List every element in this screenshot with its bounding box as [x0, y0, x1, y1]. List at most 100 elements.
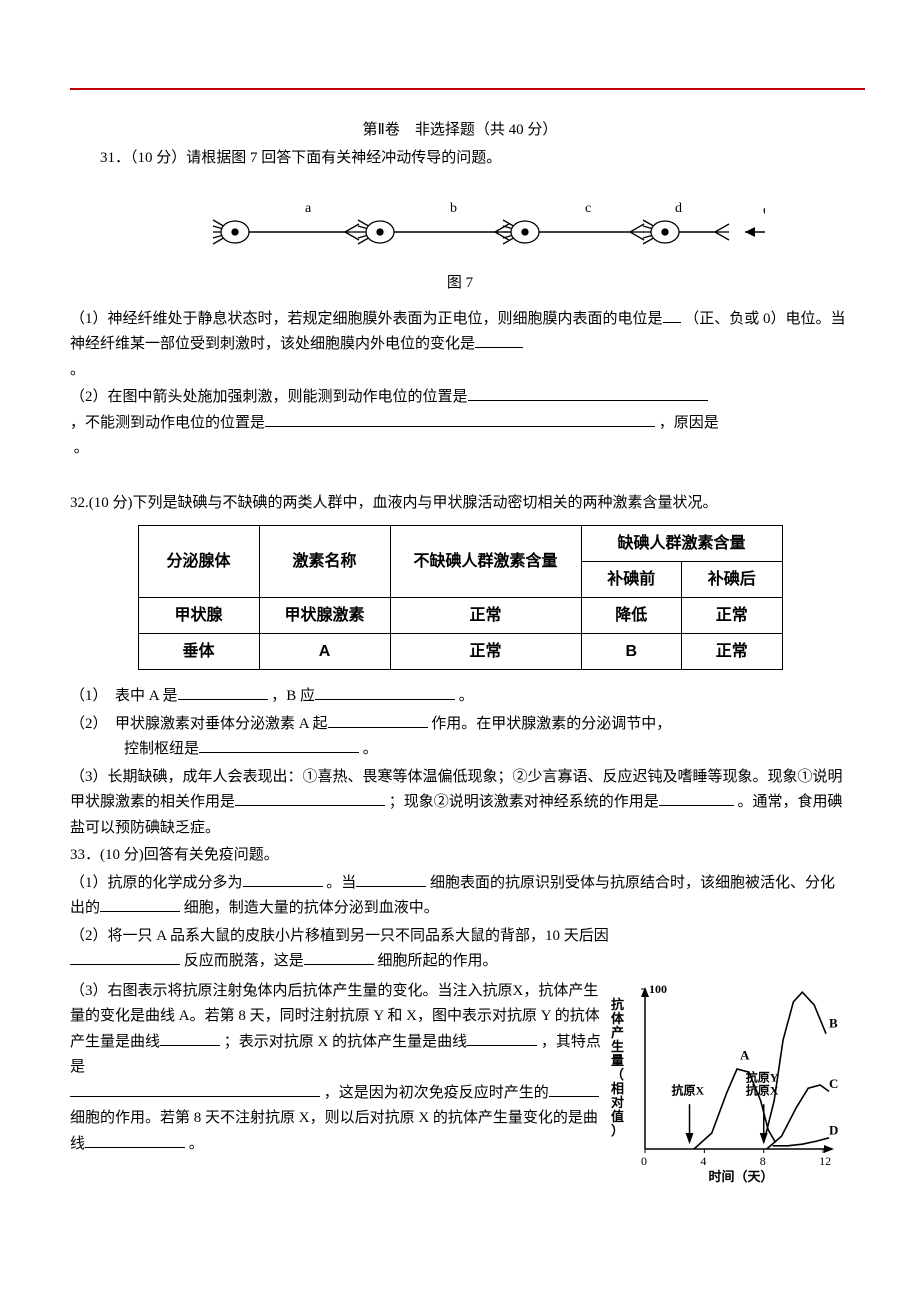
svg-text:产: 产	[611, 1025, 624, 1040]
blank	[315, 684, 455, 700]
q32-p1: （1） 表中 A 是 ，B 应 。	[70, 684, 850, 710]
cell: B	[581, 634, 682, 670]
q33-p1-d: 细胞，制造大量的抗体分泌到血液中。	[184, 900, 439, 916]
svg-text:时间（天）: 时间（天）	[709, 1169, 774, 1184]
cell: 甲状腺	[138, 597, 259, 633]
svg-text:100: 100	[649, 982, 667, 996]
q31-p2-a: （2）在图中箭头处施加强刺激，则能测到动作电位的位置是	[70, 389, 468, 405]
q31-p2-c: ，原因是	[659, 415, 719, 431]
blank	[178, 684, 268, 700]
q31-p2-d: 。	[74, 440, 89, 456]
blank	[475, 332, 523, 348]
q32-p1-a: （1） 表中 A 是	[70, 688, 178, 704]
blank	[235, 790, 385, 806]
th-after: 补碘后	[682, 561, 783, 597]
blank	[85, 1132, 185, 1148]
cell: 降低	[581, 597, 682, 633]
q32-p2-b: 作用。在甲状腺激素的分泌调节中，	[431, 716, 671, 732]
th-hormone: 激素名称	[259, 525, 390, 597]
q33-p3: （3）右图表示将抗原注射兔体内后抗体产生量的变化。当注入抗原X，抗体产生量的变化…	[70, 977, 601, 1160]
svg-text:c: c	[585, 201, 591, 216]
blank	[356, 871, 426, 887]
table-row: 垂体 A 正常 B 正常	[138, 634, 782, 670]
blank	[70, 949, 180, 965]
q32-table: 分泌腺体 激素名称 不缺碘人群激素含量 缺碘人群激素含量 补碘前 补碘后 甲状腺…	[138, 525, 783, 671]
q32-p3: （3）长期缺碘，成年人会表现出：①喜热、畏寒等体温偏低现象；②少言寡语、反应迟钝…	[70, 765, 850, 842]
svg-text:抗原X: 抗原X	[672, 1082, 705, 1097]
blank	[160, 1030, 220, 1046]
q31-p1-c: 。	[70, 362, 85, 378]
table-row: 分泌腺体 激素名称 不缺碘人群激素含量 缺碘人群激素含量	[138, 525, 782, 561]
blank	[243, 871, 323, 887]
q33-p3-f: 。	[189, 1136, 204, 1152]
antibody-chart: 10004812时间（天）抗体产生量（相对值）抗原X抗原X抗原YABCD	[605, 977, 850, 1187]
q32-p2-c: 控制枢纽是	[70, 741, 199, 757]
q33-row: （3）右图表示将抗原注射兔体内后抗体产生量的变化。当注入抗原X，抗体产生量的变化…	[70, 977, 850, 1187]
cell: A	[259, 634, 390, 670]
q31-p2-b: ，不能测到动作电位的位置是	[70, 415, 265, 431]
th-before: 补碘前	[581, 561, 682, 597]
q31-p1-a: （1）神经纤维处于静息状态时，若规定细胞膜外表面为正电位，则细胞膜内表面的电位是	[70, 311, 663, 327]
svg-text:对: 对	[611, 1095, 624, 1110]
svg-text:C: C	[829, 1076, 838, 1091]
blank	[199, 737, 359, 753]
svg-text:（: （	[611, 1067, 624, 1082]
q33-p2: （2）将一只 A 品系大鼠的皮肤小片移植到另一只不同品系大鼠的背部，10 天后因…	[70, 924, 850, 975]
q33-stem: 33．(10 分)回答有关免疫问题。	[70, 843, 850, 869]
svg-text:相: 相	[611, 1081, 624, 1096]
blank	[467, 1030, 537, 1046]
cell: 正常	[390, 597, 581, 633]
svg-text:12: 12	[819, 1154, 831, 1168]
q32-p2-a: （2） 甲状腺激素对垂体分泌激素 A 起	[70, 716, 328, 732]
cell: 正常	[682, 597, 783, 633]
svg-text:e: e	[763, 203, 765, 218]
q32-stem: 32.(10 分)下列是缺碘与不缺碘的两类人群中，血液内与甲状腺活动密切相关的两…	[70, 491, 850, 517]
blank	[659, 790, 734, 806]
svg-text:抗: 抗	[611, 997, 624, 1012]
q33-p2-b: 反应而脱落，这是	[184, 953, 304, 969]
cell: 甲状腺激素	[259, 597, 390, 633]
blank	[549, 1081, 599, 1097]
q33-p3-d: ，这是因为初次免疫反应时产生的	[324, 1085, 549, 1101]
svg-text:d: d	[675, 201, 682, 216]
exam-page: 第Ⅱ卷 非选择题（共 40 分） 31．（10 分）请根据图 7 回答下面有关神…	[0, 0, 920, 1247]
svg-text:8: 8	[760, 1154, 766, 1168]
svg-text:D: D	[829, 1122, 838, 1137]
svg-text:0: 0	[641, 1154, 647, 1168]
section-title: 第Ⅱ卷 非选择题（共 40 分）	[70, 118, 850, 144]
q33-p1: （1）抗原的化学成分多为 。当 细胞表面的抗原识别受体与抗原结合时，该细胞被活化…	[70, 871, 850, 922]
blank	[70, 1081, 320, 1097]
svg-text:a: a	[305, 201, 312, 216]
q33-p1-b: 。当	[326, 875, 356, 891]
q32-p1-b: ，B 应	[271, 688, 315, 704]
header-rule	[70, 88, 865, 90]
svg-text:抗原X: 抗原X	[746, 1082, 779, 1097]
q33-p2-a: （2）将一只 A 品系大鼠的皮肤小片移植到另一只不同品系大鼠的背部，10 天后因	[70, 928, 609, 944]
q32-p1-c: 。	[459, 688, 474, 704]
th-gland: 分泌腺体	[138, 525, 259, 597]
blank	[328, 712, 428, 728]
blank	[304, 949, 374, 965]
q32-p2: （2） 甲状腺激素对垂体分泌激素 A 起 作用。在甲状腺激素的分泌调节中， 控制…	[70, 712, 850, 763]
q32-p3-b: ；现象②说明该激素对神经系统的作用是	[389, 794, 659, 810]
q33-p3-b: ；表示对抗原 X 的抗体产生量是曲线	[224, 1034, 467, 1050]
svg-text:量: 量	[611, 1053, 624, 1068]
svg-text:b: b	[450, 201, 457, 216]
q33-p2-c: 细胞所起的作用。	[378, 953, 498, 969]
th-normal: 不缺碘人群激素含量	[390, 525, 581, 597]
svg-text:A: A	[740, 1047, 750, 1062]
th-def: 缺碘人群激素含量	[581, 525, 782, 561]
q31-p2: （2）在图中箭头处施加强刺激，则能测到动作电位的位置是 ，不能测到动作电位的位置…	[70, 385, 850, 462]
q32-p2-d: 。	[363, 741, 378, 757]
blank	[265, 411, 655, 427]
svg-text:）: ）	[611, 1123, 624, 1138]
svg-text:4: 4	[700, 1154, 706, 1168]
blank	[100, 896, 180, 912]
figure-7-neurons: a b c d e	[155, 177, 765, 267]
figure-7-caption: 图 7	[70, 271, 850, 297]
cell: 垂体	[138, 634, 259, 670]
blank	[663, 307, 681, 323]
blank	[468, 385, 708, 401]
svg-text:值: 值	[611, 1109, 624, 1124]
cell: 正常	[390, 634, 581, 670]
